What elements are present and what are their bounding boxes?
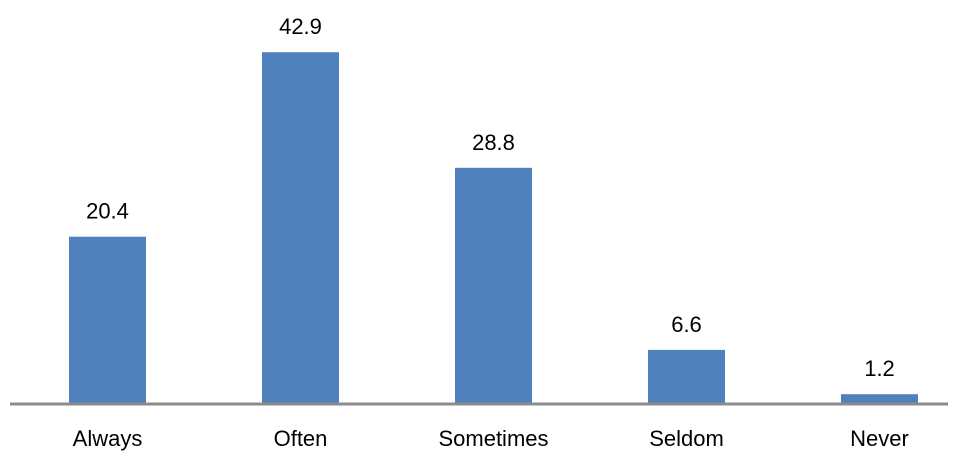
bar-sometimes bbox=[455, 167, 532, 404]
bar-often bbox=[262, 52, 339, 404]
data-label-always: 20.4 bbox=[86, 199, 129, 224]
x-tick-label-seldom: Seldom bbox=[649, 426, 724, 451]
x-tick-label-never: Never bbox=[850, 426, 909, 451]
data-label-never: 1.2 bbox=[864, 356, 895, 381]
bar-never bbox=[841, 394, 918, 404]
bar-always bbox=[69, 236, 146, 404]
x-tick-label-often: Often bbox=[274, 426, 328, 451]
data-label-sometimes: 28.8 bbox=[472, 130, 515, 155]
x-tick-labels-group: Always Often Sometimes Seldom Never bbox=[73, 426, 909, 451]
x-tick-label-always: Always bbox=[73, 426, 143, 451]
data-label-seldom: 6.6 bbox=[671, 312, 702, 337]
x-tick-label-sometimes: Sometimes bbox=[438, 426, 548, 451]
bars-group bbox=[69, 52, 918, 404]
bar-seldom bbox=[648, 349, 725, 404]
data-label-often: 42.9 bbox=[279, 14, 322, 39]
data-labels-group: 20.4 42.9 28.8 6.6 1.2 bbox=[86, 14, 895, 381]
